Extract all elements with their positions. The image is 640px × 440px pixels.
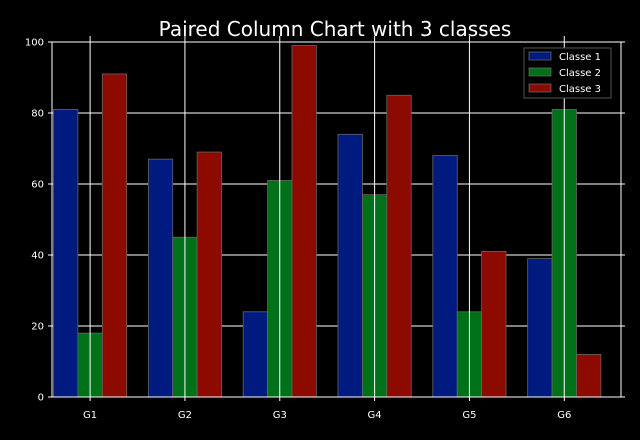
bar-classe-3-g2 [196, 151, 222, 398]
bar-classe-1-g6 [527, 258, 553, 398]
bar-classe-1-g5 [432, 155, 458, 398]
x-tick-label: G1 [83, 410, 97, 421]
bar-classe-1-g4 [337, 133, 363, 398]
plot-frame [51, 41, 622, 398]
y-tick-label: 40 [31, 251, 44, 262]
bar-classe-3-g5 [481, 251, 507, 398]
bar-classe-1-g3 [242, 311, 268, 398]
bars [53, 36, 602, 398]
bar-classe-1-g1 [53, 109, 79, 398]
bar-classe-3-g6 [576, 353, 602, 398]
y-tick-label: 100 [25, 38, 44, 49]
bar-classe-1-g2 [147, 158, 174, 398]
y-tick-label: 20 [31, 322, 44, 333]
grid [52, 112, 621, 327]
x-tick-label: G5 [462, 410, 476, 421]
legend-swatch [528, 51, 552, 61]
legend-label: Classe 2 [559, 68, 601, 79]
chart-title: Paired Column Chart with 3 classes [159, 17, 512, 41]
y-axis: 0 20 40 60 80 100 [25, 38, 625, 404]
bar-classe-3-g3 [291, 45, 317, 398]
legend: Classe 1 Classe 2 Classe 3 [523, 47, 612, 99]
y-tick-label: 60 [31, 180, 44, 191]
x-axis: G1 G2 G3 G4 G5 G6 [83, 397, 571, 421]
bar-classe-3-g4 [386, 94, 412, 398]
legend-swatch [528, 83, 552, 93]
legend-swatch [528, 67, 552, 77]
legend-label: Classe 1 [559, 52, 601, 63]
x-tick-label: G3 [273, 410, 287, 421]
x-tick-label: G6 [557, 410, 571, 421]
legend-label: Classe 3 [559, 84, 601, 95]
y-tick-label: 0 [38, 393, 44, 404]
bar-classe-3-g1 [101, 73, 128, 398]
x-tick-label: G4 [368, 410, 382, 421]
x-tick-label: G2 [178, 410, 192, 421]
y-tick-label: 80 [31, 109, 44, 120]
